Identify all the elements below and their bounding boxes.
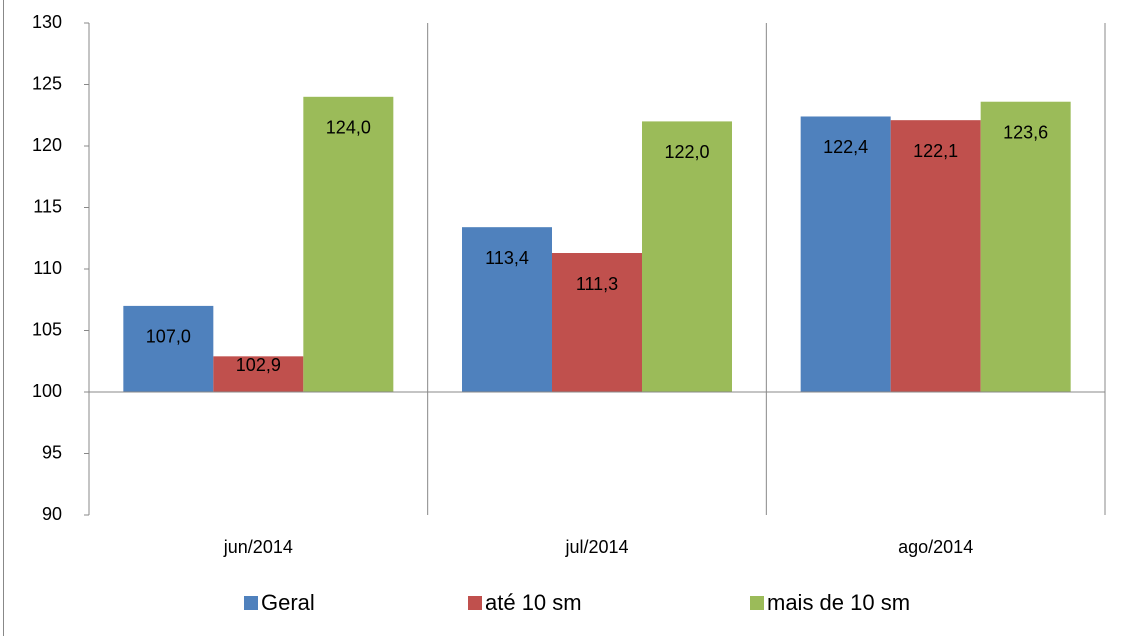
data-label: 102,9 xyxy=(236,355,281,375)
bar xyxy=(213,356,304,392)
data-label: 111,3 xyxy=(576,274,618,294)
legend-label: Geral xyxy=(261,590,315,615)
y-tick-label: 90 xyxy=(42,504,62,524)
data-label: 122,1 xyxy=(913,141,958,161)
y-tick-label: 115 xyxy=(33,196,62,216)
data-label: 122,4 xyxy=(823,137,868,157)
data-label: 124,0 xyxy=(326,118,371,138)
frame xyxy=(3,0,4,636)
x-tick-label: jul/2014 xyxy=(564,537,628,557)
bar xyxy=(552,253,642,392)
legend-swatch xyxy=(244,596,258,610)
bar xyxy=(303,96,394,393)
x-tick-label: ago/2014 xyxy=(898,537,973,557)
legend-swatch xyxy=(750,596,764,610)
y-tick-label: 125 xyxy=(32,73,62,93)
legend-swatch xyxy=(468,596,482,610)
data-label: 107,0 xyxy=(146,327,191,347)
bar xyxy=(890,120,981,393)
y-tick-label: 95 xyxy=(42,442,62,462)
legend-label: até 10 sm xyxy=(485,590,582,615)
bar xyxy=(980,101,1071,392)
x-tick-label: jun/2014 xyxy=(223,537,293,557)
data-label: 122,0 xyxy=(664,142,709,162)
legend-label: mais de 10 sm xyxy=(767,590,910,615)
data-label: 123,6 xyxy=(1003,122,1048,142)
y-tick-label: 120 xyxy=(32,135,62,155)
bar xyxy=(800,116,891,392)
y-tick-label: 110 xyxy=(33,258,62,278)
bar xyxy=(642,121,732,393)
bar xyxy=(462,227,552,392)
bar xyxy=(123,305,214,392)
data-label: 113,4 xyxy=(485,248,529,268)
y-tick-label: 100 xyxy=(32,381,62,401)
y-tick-label: 105 xyxy=(32,319,62,339)
y-tick-label: 130 xyxy=(32,12,62,32)
